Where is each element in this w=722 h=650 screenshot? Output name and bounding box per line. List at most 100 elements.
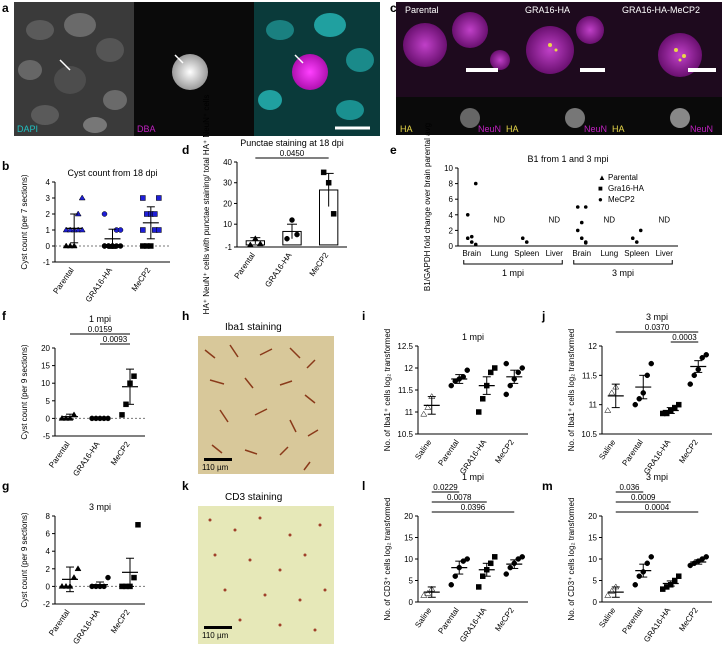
chart-b-ytick-label-5: 4 <box>46 178 51 187</box>
chart-e-point-14 <box>583 240 588 244</box>
chart-i-ytick-label-3: 12 <box>404 364 413 373</box>
chart-j-point-3-1 <box>691 372 697 379</box>
label-c-ha-1: HA <box>400 124 413 134</box>
chart-b-ytick-label-0: -1 <box>43 258 51 267</box>
panel-letter-g: g <box>2 479 9 493</box>
chart-b-ytick-label-2: 1 <box>46 226 51 235</box>
chart-b-xlabel-2: MeCP2 <box>130 266 153 293</box>
chart-j-point-3-4 <box>703 352 709 358</box>
label-c-ha-3: HA <box>612 124 625 134</box>
micrograph-k <box>198 506 334 644</box>
chart-e-xlabel-2: Spleen <box>514 249 539 258</box>
chart-d-ytick-label-4: 40 <box>223 158 232 167</box>
chart-l-ytick-label-0: 0 <box>409 598 414 607</box>
label-c-gra16: GRA16-HA <box>525 5 570 15</box>
chart-g-ytick-label-3: 4 <box>46 547 51 556</box>
chart-e-xlabel-7: Liver <box>656 249 674 258</box>
chart-e-legend-marker-1: ■ <box>598 184 603 193</box>
chart-j-xlabel-0: Saline <box>597 438 617 462</box>
chart-i-point-0-1 <box>424 404 432 410</box>
micrograph-a-merge <box>254 2 380 136</box>
chart-e-point-4 <box>469 234 474 239</box>
panel-letter-m: m <box>542 479 553 493</box>
chart-g-ytick-label-0: -2 <box>43 600 51 609</box>
chart-m-point-1-1 <box>636 573 642 579</box>
chart-e-point-13 <box>579 220 584 225</box>
chart-l-ylabel: No. of CD3⁺ cells log₂ transformed <box>383 498 392 621</box>
chart-b-point-1-4 <box>117 243 124 249</box>
chart-m-ytick-label-3: 15 <box>588 534 597 543</box>
chart-d-point-2-1 <box>325 179 332 186</box>
chart-d-title: Punctae staining at 18 dpi <box>240 138 344 148</box>
chart-l-xlabel-0: Saline <box>413 606 433 630</box>
charts-layer: Cyst count from 18 dpi Cyst count (per 7 … <box>20 95 712 646</box>
chart-b-point-0-2 <box>70 242 78 249</box>
chart-b-point-0-9 <box>78 194 86 201</box>
chart-i-point-2-0 <box>476 409 482 415</box>
chart-e-nd-0: ND <box>493 216 505 225</box>
chart-d-point-0-0 <box>246 241 254 248</box>
chart-b-point-2-8 <box>152 211 158 217</box>
chart-l-point-1-4 <box>464 556 470 562</box>
chart-e-xlabel-4: Brain <box>572 249 591 258</box>
chart-m-xlabel-2: GRA16-HA <box>642 605 673 643</box>
chart-d-ytick-label-1: 10 <box>223 220 232 229</box>
chart-f-sig-label-0: 0.0159 <box>88 325 113 334</box>
chart-b-point-1-9 <box>117 227 124 233</box>
chart-j-point-0-0 <box>604 407 612 413</box>
chart-b-ytick-label-3: 2 <box>46 210 51 219</box>
chart-m-point-1-3 <box>644 560 650 567</box>
chart-i-xlabel-0: Saline <box>413 438 433 462</box>
chart-e-point-6 <box>520 236 525 240</box>
chart-d-ylabel: HA⁺ NeuN⁺ cells with punctae staining/ t… <box>202 95 211 315</box>
chart-j-point-1-4 <box>648 360 654 367</box>
chart-e-point-9 <box>575 228 580 233</box>
chart-i-xlabel-2: GRA16-HA <box>458 437 489 475</box>
label-k-scale: 110 µm <box>202 631 229 640</box>
chart-e-title: B1 from 1 and 3 mpi <box>527 154 608 164</box>
chart-b-point-2-9 <box>156 195 162 201</box>
chart-i-point-3-5 <box>503 360 509 367</box>
chart-l-sig-label-0: 0.0229 <box>433 483 458 492</box>
chart-j-xlabel-1: Parental <box>620 438 645 468</box>
chart-i-title: 1 mpi <box>462 332 484 342</box>
chart-e-point-16 <box>634 240 639 244</box>
chart-i-ytick-label-0: 10.5 <box>397 430 413 439</box>
chart-e-point-12 <box>575 205 580 209</box>
chart-j-xlabel-2: GRA16-HA <box>642 437 673 475</box>
chart-i-xlabel-1: Parental <box>436 438 461 468</box>
chart-m-xlabel-3: MeCP2 <box>677 606 700 633</box>
label-c-neun-1: NeuN <box>478 124 501 134</box>
chart-e-group-label-0: 1 mpi <box>502 268 524 278</box>
chart-b-ytick-label-1: 0 <box>46 242 51 251</box>
chart-f-ytick-label-3: 10 <box>41 379 50 388</box>
chart-i-point-3-4 <box>519 365 525 371</box>
chart-j-point-3-0 <box>687 381 693 387</box>
chart-d-xlabel-0: Parental <box>233 251 258 281</box>
chart-i-ylabel: No. of Iba1⁺ cells log₂ transformed <box>383 329 392 452</box>
chart-m-ytick-label-2: 10 <box>588 555 597 564</box>
chart-g-point-2-3 <box>131 574 137 581</box>
chart-e-point-8 <box>583 205 588 209</box>
chart-m-sig-label-1: 0.0009 <box>631 493 656 502</box>
chart-j-ytick-label-2: 11.5 <box>582 371 598 380</box>
chart-l-point-3-4 <box>519 554 525 560</box>
chart-g-ylabel: Cyst count (per 9 sections) <box>20 512 29 607</box>
chart-d-xlabel-1: GRA16-HA <box>263 250 294 288</box>
chart-b-ylabel: Cyst count (per 7 sections) <box>20 174 29 269</box>
chart-e-point-7 <box>524 240 529 244</box>
chart-d-point-0-1 <box>251 235 259 241</box>
panel-letter-l: l <box>362 479 365 493</box>
chart-f-ytick-label-5: 20 <box>41 344 50 353</box>
chart-e-xlabel-5: Lung <box>600 249 618 258</box>
chart-f-xlabel-1: GRA16-HA <box>71 439 102 477</box>
chart-e-ytick-label-1: 2 <box>449 226 454 235</box>
chart-m-point-1-0 <box>632 582 638 588</box>
chart-g-ytick-label-1: 0 <box>46 582 51 591</box>
chart-i-ytick-label-1: 11 <box>405 408 414 417</box>
panel-letter-j: j <box>541 309 545 323</box>
chart-m-ytick-label-1: 5 <box>593 577 598 586</box>
chart-g-point-1-4 <box>105 574 111 581</box>
chart-l-sig-label-1: 0.0078 <box>447 493 472 502</box>
chart-e-point-15 <box>630 236 635 240</box>
